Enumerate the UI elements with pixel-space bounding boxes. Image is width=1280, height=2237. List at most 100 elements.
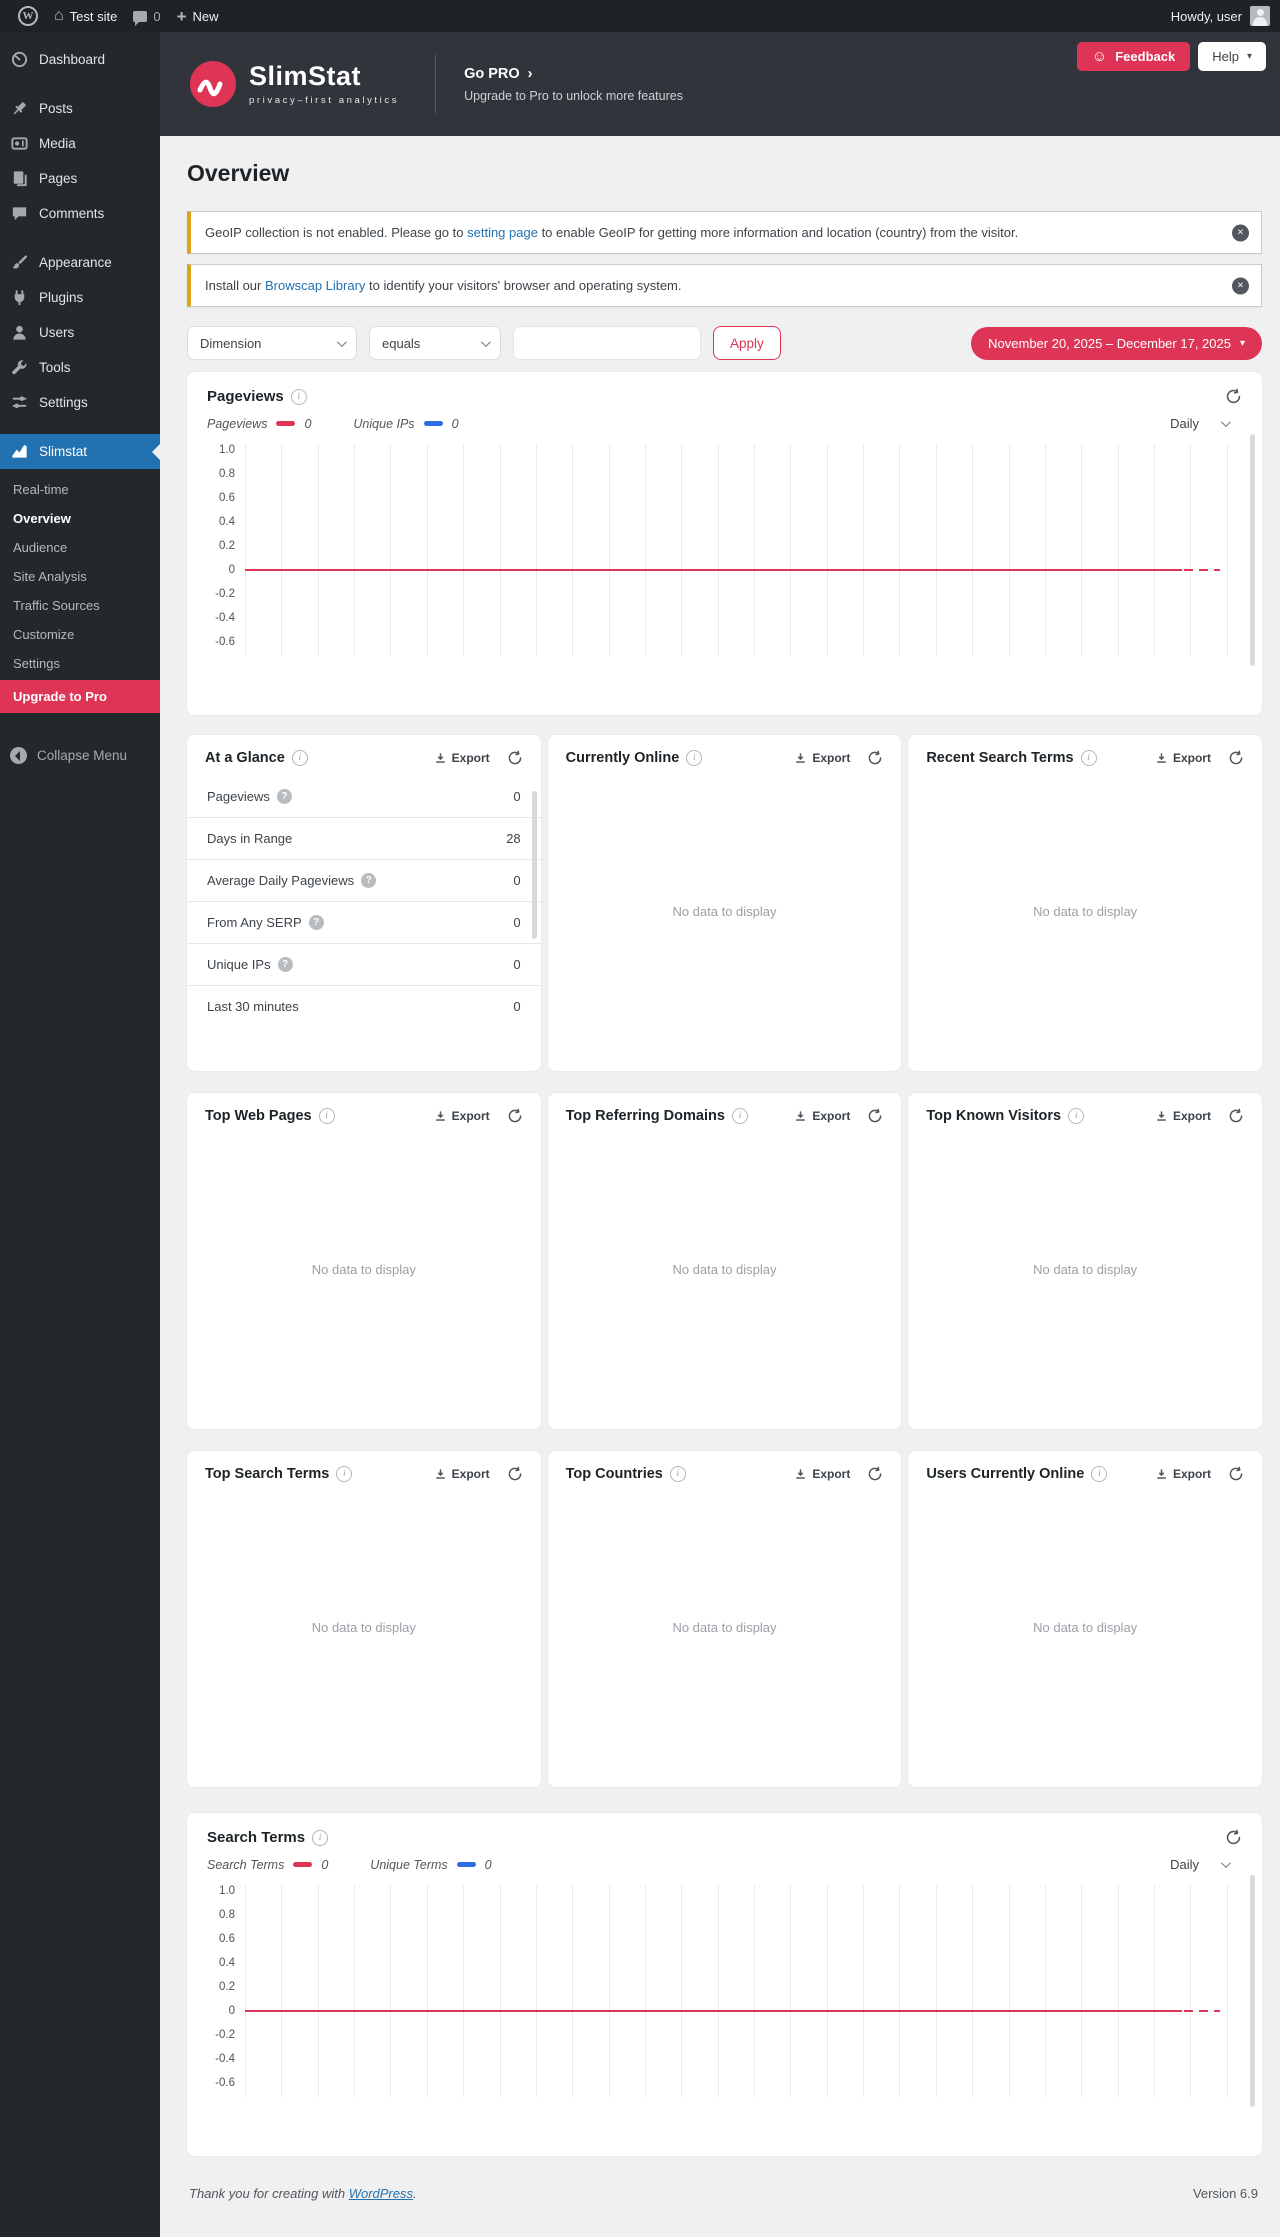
export-button[interactable]: Export bbox=[1155, 1467, 1211, 1481]
submenu-settings[interactable]: Settings bbox=[13, 656, 60, 671]
info-icon[interactable]: i bbox=[1068, 1108, 1085, 1124]
submenu-real-time[interactable]: Real-time bbox=[13, 482, 69, 497]
scrollbar[interactable] bbox=[1250, 1875, 1255, 2107]
sliders-icon bbox=[12, 396, 27, 409]
wordpress-link[interactable]: WordPress bbox=[348, 2186, 413, 2201]
chevron-down-icon bbox=[336, 336, 347, 347]
sidebar-item-comments[interactable]: Comments bbox=[0, 196, 160, 231]
refresh-icon bbox=[1229, 1108, 1243, 1123]
top-web-pages-panel: Top Web Pages i Export No data to displa… bbox=[187, 1093, 541, 1429]
help-icon[interactable]: ? bbox=[276, 789, 292, 804]
submenu-customize[interactable]: Customize bbox=[13, 627, 75, 642]
info-icon[interactable]: i bbox=[1091, 1466, 1108, 1482]
info-icon[interactable]: i bbox=[669, 1466, 686, 1482]
chart-icon bbox=[12, 444, 27, 458]
slimstat-header: SlimStat privacy–first analytics Go PRO … bbox=[160, 32, 1280, 136]
sidebar-label: Plugins bbox=[39, 290, 84, 305]
go-pro-link[interactable]: Go PRO › bbox=[464, 66, 683, 82]
help-icon[interactable]: ? bbox=[277, 957, 293, 972]
submenu-overview[interactable]: Overview bbox=[13, 511, 71, 526]
help-button[interactable]: Help ▾ bbox=[1198, 42, 1266, 71]
filter-value-input[interactable] bbox=[513, 326, 701, 360]
collapse-menu-button[interactable]: Collapse Menu bbox=[0, 739, 160, 772]
no-data-message: No data to display bbox=[1033, 1619, 1138, 1635]
howdy-link[interactable]: Howdy, user bbox=[1170, 8, 1242, 24]
feedback-button[interactable]: ☺ Feedback bbox=[1076, 42, 1191, 71]
dismiss-notice-button[interactable]: × bbox=[1232, 224, 1249, 241]
export-button[interactable]: Export bbox=[434, 1467, 490, 1481]
submenu-audience[interactable]: Audience bbox=[13, 540, 68, 555]
item-value: 28 bbox=[506, 831, 521, 846]
notice-text: GeoIP collection is not enabled. Please … bbox=[205, 225, 468, 240]
sidebar-item-posts[interactable]: Posts bbox=[0, 91, 160, 126]
refresh-button[interactable] bbox=[507, 1466, 523, 1482]
refresh-button[interactable] bbox=[507, 750, 523, 766]
refresh-button[interactable] bbox=[867, 1466, 883, 1482]
info-icon[interactable]: i bbox=[686, 750, 703, 766]
wordpress-logo[interactable]: W bbox=[10, 0, 46, 32]
refresh-button[interactable] bbox=[867, 1108, 883, 1124]
scrollbar[interactable] bbox=[1250, 434, 1255, 666]
avatar[interactable] bbox=[1250, 6, 1270, 26]
scrollbar[interactable] bbox=[531, 791, 537, 939]
sidebar-item-slimstat[interactable]: Slimstat bbox=[0, 434, 160, 469]
refresh-button[interactable] bbox=[1225, 388, 1242, 405]
refresh-button[interactable] bbox=[1228, 1108, 1244, 1124]
legend-value: 0 bbox=[484, 1857, 492, 1872]
export-button[interactable]: Export bbox=[1155, 751, 1211, 765]
sidebar-item-pages[interactable]: Pages bbox=[0, 161, 160, 196]
export-button[interactable]: Export bbox=[794, 1467, 850, 1481]
info-icon[interactable]: i bbox=[290, 388, 307, 405]
interval-select[interactable]: Daily bbox=[1170, 416, 1242, 431]
site-name-link[interactable]: ⌂ Test site bbox=[46, 0, 125, 32]
help-icon[interactable]: ? bbox=[308, 915, 324, 930]
refresh-button[interactable] bbox=[1225, 1829, 1242, 1846]
setting-page-link[interactable]: setting page bbox=[467, 225, 538, 240]
interval-select[interactable]: Daily bbox=[1170, 1857, 1242, 1872]
info-icon[interactable]: i bbox=[336, 1466, 353, 1482]
refresh-icon bbox=[869, 750, 882, 765]
sidebar-item-appearance[interactable]: Appearance bbox=[0, 245, 160, 280]
refresh-button[interactable] bbox=[1228, 1466, 1244, 1482]
admin-bar: W ⌂ Test site 0 + New Howdy, user bbox=[0, 0, 1280, 32]
info-icon[interactable]: i bbox=[731, 1108, 748, 1124]
at-a-glance-list: Pageviews? 0 Days in Range 28 Average Dail… bbox=[187, 776, 541, 1027]
info-icon[interactable]: i bbox=[291, 750, 308, 766]
export-button[interactable]: Export bbox=[1155, 1109, 1211, 1123]
pin-icon bbox=[13, 102, 26, 115]
apply-button[interactable]: Apply bbox=[713, 326, 781, 360]
export-icon bbox=[435, 1468, 445, 1479]
sidebar-item-media[interactable]: Media bbox=[0, 126, 160, 161]
dismiss-notice-button[interactable]: × bbox=[1232, 277, 1249, 294]
date-range-button[interactable]: November 20, 2025 – December 17, 2025 ▾ bbox=[971, 326, 1262, 360]
submenu-traffic-sources[interactable]: Traffic Sources bbox=[13, 598, 100, 613]
refresh-button[interactable] bbox=[507, 1108, 523, 1124]
help-icon[interactable]: ? bbox=[361, 873, 377, 888]
browscap-library-link[interactable]: Browscap Library bbox=[264, 278, 366, 293]
sidebar-item-dashboard[interactable]: Dashboard bbox=[0, 42, 160, 77]
sidebar-item-users[interactable]: Users bbox=[0, 315, 160, 350]
export-button[interactable]: Export bbox=[794, 1109, 850, 1123]
export-button[interactable]: Export bbox=[794, 751, 850, 765]
sidebar-item-plugins[interactable]: Plugins bbox=[0, 280, 160, 315]
submenu-site-analysis[interactable]: Site Analysis bbox=[13, 569, 87, 584]
export-button[interactable]: Export bbox=[434, 1109, 490, 1123]
comments-link[interactable]: 0 bbox=[125, 0, 168, 32]
top-countries-panel: Top Countries i Export No data to displa… bbox=[547, 1451, 902, 1787]
info-icon[interactable]: i bbox=[1080, 750, 1097, 766]
legend-label: Unique IPs bbox=[353, 416, 415, 431]
panel-title: Top Referring Domains bbox=[565, 1108, 725, 1124]
operator-select[interactable]: equals bbox=[369, 326, 501, 360]
footer: Thank you for creating with WordPress. V… bbox=[189, 2186, 1258, 2201]
dimension-select[interactable]: Dimension bbox=[187, 326, 357, 360]
sidebar-item-tools[interactable]: Tools bbox=[0, 350, 160, 385]
refresh-button[interactable] bbox=[1228, 750, 1244, 766]
export-button[interactable]: Export bbox=[434, 751, 490, 765]
info-icon[interactable]: i bbox=[312, 1829, 329, 1846]
refresh-button[interactable] bbox=[867, 750, 883, 766]
submenu-upgrade-to-pro[interactable]: Upgrade to Pro bbox=[0, 680, 160, 713]
refresh-icon bbox=[508, 750, 522, 765]
sidebar-item-settings[interactable]: Settings bbox=[0, 385, 160, 420]
new-content-link[interactable]: + New bbox=[169, 0, 227, 32]
info-icon[interactable]: i bbox=[318, 1108, 335, 1124]
